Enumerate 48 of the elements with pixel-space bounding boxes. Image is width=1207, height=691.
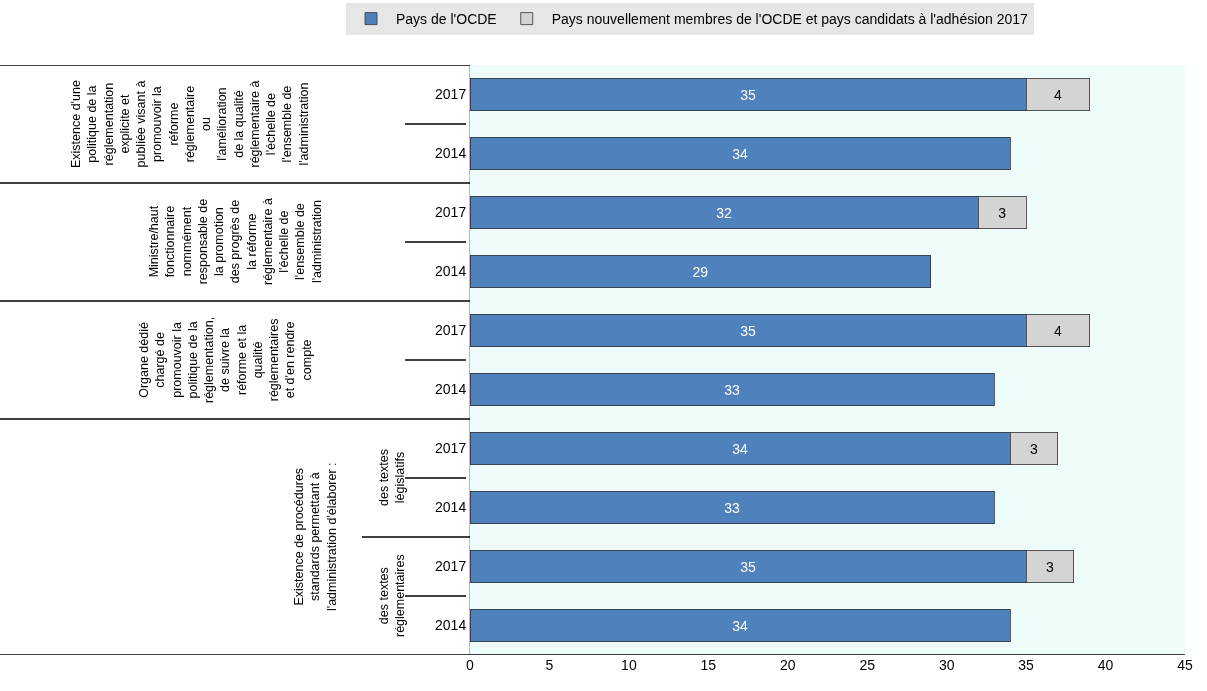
text: Organe dédié chargé de promouvoir la politique de la réglementation, de suivre la réforme et la qualité réglementaires et d'en rendre compte [137,316,314,403]
text: Ministre/haut fonctionnaire nommément responsable de la promotion des progrès de la réforme réglementaire à l'échelle de l'ensemble de l'administration [147,198,324,285]
x-tick-label: 20 [779,657,796,673]
y-tick-label: 2017 [435,558,467,575]
y-tick-label: 2017 [435,204,467,221]
data-label: 33 [724,381,741,398]
data-label: 35 [740,86,756,103]
data-label: 35 [740,322,756,339]
data-label: 35 [740,558,756,575]
x-tick-label: 25 [859,657,876,673]
data-label: 32 [716,204,733,221]
y-tick-label: 2014 [435,617,467,634]
text: Existence de procédures standards permettant à l'administration d'élaborer : [292,462,339,611]
y-tick-label: 2014 [435,145,467,162]
data-label: 4 [1053,86,1062,103]
data-label: 34 [732,440,748,457]
bar [470,136,1011,171]
text: des textes législatifs [377,449,408,506]
data-label: 34 [732,145,748,162]
data-label: 3 [1045,558,1054,575]
bar [470,372,995,407]
y-tick-label: 2017 [435,440,467,457]
x-tick-label: 40 [1097,657,1114,673]
x-tick-label: 30 [938,657,955,673]
data-label: 33 [724,499,741,516]
x-tick-label: 35 [1018,657,1035,673]
legend-label: Pays nouvellement membres de l'OCDE et pays candidats à l'adhésion 2017 [551,11,1029,28]
data-label: 3 [998,204,1007,221]
y-tick-label: 2017 [435,322,467,339]
y-tick-label: 2014 [435,381,467,398]
bar [470,608,1011,643]
bar [470,254,932,289]
data-label: 4 [1053,322,1062,339]
x-tick-label: 0 [466,657,475,673]
text: des textes réglementaires [377,554,408,637]
legend-label: Pays de l'OCDE [396,11,497,28]
bar [470,490,995,525]
x-tick-label: 45 [1177,657,1193,673]
data-label: 29 [692,263,709,280]
x-tick-label: 5 [545,657,554,673]
y-tick-label: 2014 [435,499,467,516]
x-tick-label: 10 [621,657,637,673]
y-tick-label: 2017 [435,86,467,103]
text: Existence d'une politique de la réglementation explicite et publiée visant à promouvoir la réforme réglementaire ou l'amélioration de la qualité réglementaire à l'échelle de l'ensemble de l'administration [69,80,311,168]
x-tick-label: 15 [700,657,717,673]
y-tick-label: 2014 [435,263,467,280]
data-label: 34 [732,617,748,634]
data-label: 3 [1030,440,1039,457]
